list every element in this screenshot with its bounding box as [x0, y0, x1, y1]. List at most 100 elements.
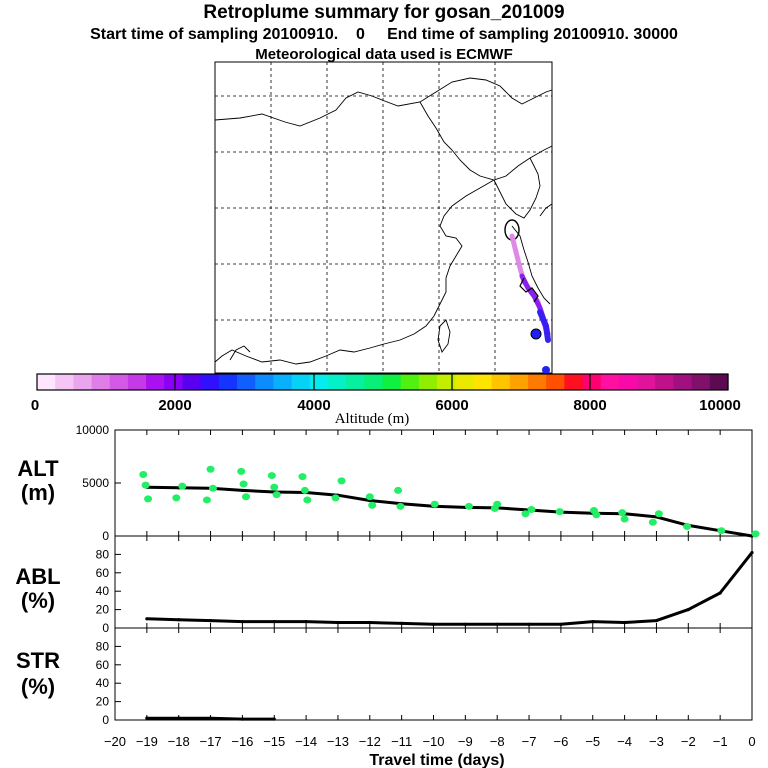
- alt-series-line: [146, 485, 753, 538]
- colorbar-swatch: [709, 374, 729, 390]
- data-point: [654, 619, 659, 623]
- x-tick-label: −14: [295, 734, 317, 749]
- particle-point: [237, 467, 246, 475]
- particle-point: [331, 494, 340, 502]
- colorbar-swatch: [255, 374, 274, 390]
- particle-point: [396, 502, 405, 510]
- particle-point: [337, 477, 346, 485]
- colorbar-swatch: [527, 374, 547, 390]
- colorbar-swatch: [273, 374, 293, 390]
- particle-point: [365, 493, 374, 501]
- abl-series-line: [146, 551, 754, 626]
- particle-point: [464, 502, 473, 510]
- x-tick-label: −20: [104, 734, 126, 749]
- particle-point: [300, 486, 309, 494]
- y-tick-label: 80: [96, 639, 110, 653]
- particle-point: [527, 506, 536, 513]
- trajectory-plume: [504, 219, 551, 374]
- colorbar-swatch: [473, 374, 493, 390]
- colorbar-swatch: [91, 374, 111, 390]
- data-point: [527, 622, 531, 626]
- x-tick-label: −8: [490, 734, 505, 749]
- particle-point: [493, 500, 502, 508]
- particle-point: [648, 518, 657, 526]
- particle-point: [430, 500, 439, 508]
- abl-panel-marks: 0 20 40 60 80: [96, 536, 754, 635]
- colorbar-swatch: [237, 374, 256, 390]
- colorbar-swatch: [546, 374, 565, 390]
- particle-point: [751, 530, 760, 538]
- colorbar-swatch: [618, 374, 638, 390]
- x-tick-label: −4: [617, 734, 632, 749]
- data-point: [623, 620, 627, 625]
- str-unit: (%): [21, 674, 55, 699]
- y-tick-label: 0: [102, 713, 109, 727]
- colorbar-swatch: [346, 374, 365, 390]
- map-frame: [214, 61, 553, 374]
- colorbar-swatch: [637, 374, 656, 390]
- abl-panel-frame: [114, 535, 753, 629]
- colorbar-swatch: [309, 374, 329, 390]
- x-axis-label: Travel time (days): [369, 752, 504, 768]
- x-tick-label: −15: [263, 734, 285, 749]
- trajectory-map: [214, 61, 553, 374]
- particle-point: [139, 471, 148, 479]
- particle-point: [303, 496, 312, 504]
- alt-panel-marks: 0 5000 10000: [76, 423, 760, 543]
- colorbar-swatch: [673, 374, 693, 390]
- y-tick-label: 40: [96, 676, 110, 690]
- colorbar-swatch: [455, 374, 475, 390]
- data-point: [145, 617, 149, 621]
- particle-point: [208, 484, 217, 492]
- met-data-subtitle: Meteorological data used is ECMWF: [255, 46, 513, 63]
- colorbar-swatch: [582, 374, 602, 390]
- colorbar-tick-8000: 8000: [573, 397, 606, 414]
- colorbar-swatch: [164, 374, 184, 390]
- y-tick-label: 0: [102, 529, 109, 543]
- plume-contour: [519, 277, 539, 303]
- x-tick-label: −2: [681, 734, 696, 749]
- plume-end-blob: [530, 328, 542, 340]
- particle-point: [394, 486, 403, 494]
- data-point: [750, 550, 754, 555]
- particle-point: [683, 522, 692, 530]
- colorbar-frame: [36, 373, 729, 391]
- particle-point: [521, 510, 530, 518]
- x-tick-label: −6: [553, 734, 568, 749]
- particle-point: [717, 527, 726, 535]
- x-tick-label: −12: [359, 734, 381, 749]
- data-point: [272, 717, 276, 721]
- y-tick-label: 60: [96, 658, 110, 672]
- altitude-colorbar: 0 2000 4000 6000 8000 10000 Altitude (m): [31, 373, 741, 427]
- colorbar-swatch: [55, 374, 74, 390]
- data-point: [463, 622, 467, 626]
- particle-point: [298, 473, 307, 481]
- colorbar-swatch: [509, 374, 529, 390]
- colorbar-axis-label: Altitude (m): [335, 411, 410, 427]
- colorbar-swatch: [600, 374, 620, 390]
- y-tick-label: 40: [96, 584, 110, 598]
- data-point: [240, 717, 244, 721]
- alt-panel-frame: [114, 429, 753, 537]
- data-point: [208, 619, 213, 623]
- data-point: [145, 716, 149, 720]
- x-tick-label: −19: [136, 734, 158, 749]
- particle-point: [144, 495, 153, 503]
- y-tick-label: 20: [96, 695, 110, 709]
- particle-point: [555, 508, 564, 516]
- particle-point: [368, 501, 377, 509]
- x-tick-label: −18: [168, 734, 190, 749]
- x-tick-label: −17: [200, 734, 222, 749]
- data-point: [336, 620, 340, 625]
- colorbar-dividers: [174, 374, 591, 390]
- colorbar-swatch: [655, 374, 675, 390]
- colorbar-swatch: [146, 374, 165, 390]
- colorbar-swatch: [382, 374, 402, 390]
- y-tick-label: 10000: [76, 423, 110, 437]
- data-point: [240, 619, 244, 624]
- data-point: [559, 622, 563, 626]
- x-tick-label: −10: [422, 734, 444, 749]
- data-point: [718, 591, 722, 595]
- colorbar-swatch: [109, 374, 129, 390]
